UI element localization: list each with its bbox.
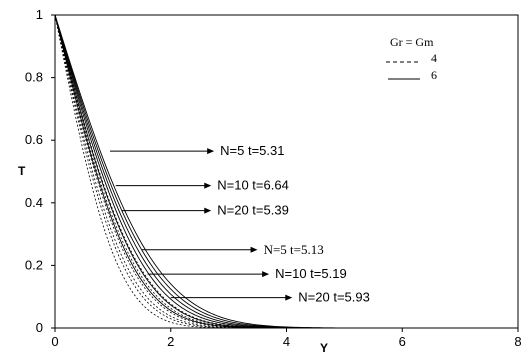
annotation-label: N=20 t=5.39 xyxy=(217,203,289,218)
annotation-arrow-head xyxy=(204,182,212,189)
y-tick-label: 0.2 xyxy=(25,257,43,272)
annotation-label: N=10 t=5.19 xyxy=(275,266,347,281)
x-tick-label: 0 xyxy=(51,334,58,349)
annotation-label: N=20 t=5.93 xyxy=(298,290,370,305)
x-tick-label: 6 xyxy=(399,334,406,349)
legend-label-4: 4 xyxy=(431,51,437,65)
annotation-label: N=5 t=5.13 xyxy=(264,242,324,257)
y-axis-label: T xyxy=(18,164,26,178)
series-line-12 xyxy=(54,14,518,329)
x-axis-label: Y xyxy=(320,341,328,354)
legend-label-6: 6 xyxy=(431,68,437,82)
y-tick-label: 0.8 xyxy=(25,70,43,85)
ticks-group: 0 2 4 6 8 0 0.2 0.4 0.6 0.8 1 xyxy=(25,7,522,349)
annotation-arrow-head xyxy=(250,246,258,253)
annotations-group: N=5 t=5.31 N=10 t=6.64 N=20 t=5.39 N=5 t=5.… xyxy=(109,143,370,305)
legend: Gr = Gm 4 6 xyxy=(386,35,437,82)
annotation-label: N=5 t=5.31 xyxy=(220,143,284,158)
annotation-arrow-head xyxy=(204,207,212,214)
x-tick-label: 2 xyxy=(167,334,174,349)
y-tick-label: 1 xyxy=(36,7,43,22)
annotation-label: N=10 t=6.64 xyxy=(217,178,289,193)
annotation-arrow-head xyxy=(262,271,270,278)
annotation-arrow-head xyxy=(207,148,215,155)
y-tick-label: 0 xyxy=(36,320,43,335)
y-tick-label: 0.4 xyxy=(25,195,43,210)
annotation-arrow-head xyxy=(285,294,293,301)
x-tick-label: 4 xyxy=(283,334,290,349)
y-tick-label: 0.6 xyxy=(25,132,43,147)
x-tick-label: 8 xyxy=(514,334,521,349)
legend-title: Gr = Gm xyxy=(390,35,434,49)
